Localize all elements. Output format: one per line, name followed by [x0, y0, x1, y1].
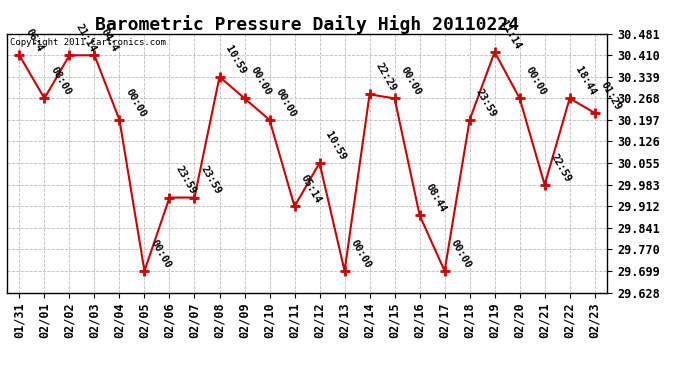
Text: 00:00: 00:00 — [148, 238, 172, 270]
Text: 00:00: 00:00 — [398, 65, 423, 97]
Text: Copyright 2011 Cartronics.com: Copyright 2011 Cartronics.com — [10, 38, 166, 46]
Text: 00:00: 00:00 — [248, 65, 273, 97]
Text: 08:44: 08:44 — [424, 182, 448, 214]
Text: 06:4: 06:4 — [23, 27, 44, 54]
Text: 21:14: 21:14 — [73, 22, 97, 54]
Text: 23:59: 23:59 — [173, 164, 197, 196]
Text: 04:4: 04:4 — [98, 27, 119, 54]
Text: 00:00: 00:00 — [348, 238, 373, 270]
Text: 01:29: 01:29 — [598, 80, 623, 112]
Text: 11:14: 11:14 — [498, 19, 523, 51]
Text: 22:29: 22:29 — [373, 61, 397, 93]
Text: 00:00: 00:00 — [524, 65, 548, 97]
Text: 10:59: 10:59 — [224, 44, 248, 76]
Text: 00:00: 00:00 — [124, 87, 148, 118]
Text: 23:59: 23:59 — [198, 164, 223, 196]
Text: 08:00: 08:00 — [48, 65, 72, 97]
Text: 05:14: 05:14 — [298, 173, 323, 205]
Text: 18:44: 18:44 — [573, 65, 598, 97]
Text: 00:00: 00:00 — [448, 238, 473, 270]
Text: 23:59: 23:59 — [473, 87, 497, 118]
Text: 22:59: 22:59 — [549, 152, 573, 184]
Text: 00:00: 00:00 — [273, 87, 297, 118]
Text: 10:59: 10:59 — [324, 130, 348, 162]
Title: Barometric Pressure Daily High 20110224: Barometric Pressure Daily High 20110224 — [95, 15, 519, 34]
